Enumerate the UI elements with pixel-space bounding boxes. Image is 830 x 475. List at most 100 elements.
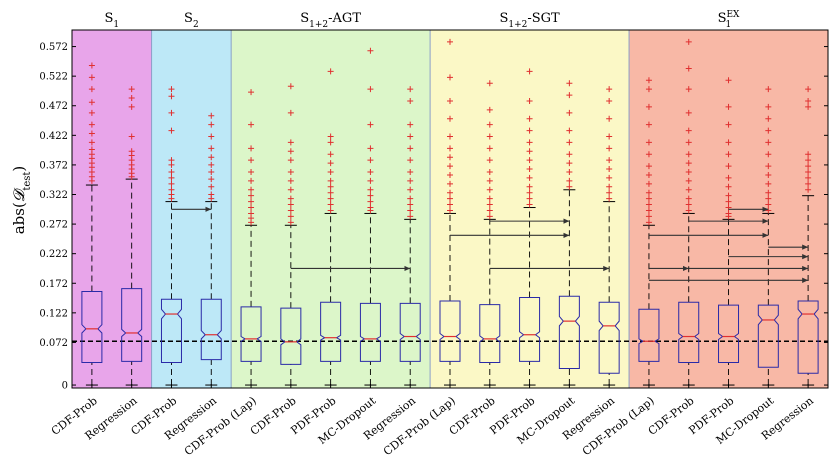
outlier: [685, 109, 692, 116]
outlier: [208, 145, 215, 152]
outlier: [805, 169, 812, 176]
outlier: [327, 151, 334, 158]
outlier: [645, 207, 652, 214]
outlier: [208, 133, 215, 140]
outlier: [407, 98, 414, 105]
outlier: [526, 201, 533, 208]
outlier: [447, 38, 453, 45]
box: [757, 304, 779, 368]
outlier: [447, 98, 453, 105]
outlier: [526, 127, 533, 134]
outlier: [765, 189, 772, 196]
outlier: [486, 201, 493, 208]
outlier: [128, 133, 135, 140]
outlier: [287, 83, 294, 90]
x-tick-label: CDF-Prob (Lap): [381, 394, 458, 458]
outlier: [327, 68, 334, 75]
outlier: [88, 74, 95, 81]
y-tick-label: 0.222: [39, 249, 68, 260]
outlier: [367, 198, 374, 205]
outlier: [447, 201, 453, 208]
group-title: SEX 1: [718, 10, 740, 30]
group-title: S2: [184, 11, 199, 30]
outlier: [685, 195, 692, 202]
outlier: [566, 183, 573, 190]
outlier: [725, 151, 732, 158]
outlier: [287, 139, 294, 146]
box: [439, 300, 461, 362]
outlier: [725, 121, 732, 128]
outlier: [805, 174, 812, 181]
outlier: [88, 62, 95, 69]
outlier: [725, 210, 732, 217]
box: [479, 304, 501, 364]
outlier: [486, 80, 493, 87]
outlier: [645, 195, 652, 202]
outlier: [645, 171, 652, 178]
outlier: [248, 89, 255, 96]
outlier: [526, 148, 533, 155]
outlier: [526, 157, 533, 164]
outlier: [327, 169, 334, 176]
outlier: [526, 115, 533, 122]
outlier: [447, 180, 453, 187]
outlier: [685, 201, 692, 208]
outlier: [765, 163, 772, 170]
outlier: [407, 121, 414, 128]
outlier: [526, 183, 533, 190]
outlier: [88, 99, 95, 106]
outlier: [407, 157, 414, 164]
outlier: [248, 210, 255, 217]
y-tick-label: 0.522: [39, 72, 68, 83]
outlier: [88, 139, 95, 146]
outlier: [208, 191, 215, 198]
box: [160, 298, 182, 364]
outlier: [606, 115, 613, 122]
outlier: [606, 195, 613, 202]
box: [320, 301, 342, 362]
outlier: [367, 192, 374, 199]
outlier: [645, 219, 652, 226]
outlier: [447, 171, 453, 178]
outlier: [566, 139, 573, 146]
outlier: [765, 180, 772, 187]
outlier: [765, 171, 772, 178]
outlier: [486, 157, 493, 164]
box: [359, 302, 381, 362]
outlier: [486, 207, 493, 214]
outlier: [645, 121, 652, 128]
y-tick-label: 0.422: [39, 131, 68, 142]
outlier: [725, 192, 732, 199]
outlier: [526, 174, 533, 181]
outlier: [208, 169, 215, 176]
outlier: [606, 98, 613, 105]
outlier: [645, 151, 652, 158]
outlier: [88, 109, 95, 116]
outlier: [725, 103, 732, 110]
outlier: [645, 86, 652, 93]
outlier: [208, 121, 215, 128]
outlier: [248, 121, 255, 128]
outlier: [725, 204, 732, 211]
box: [121, 288, 143, 362]
outlier: [526, 98, 533, 105]
outlier: [566, 169, 573, 176]
box: [519, 296, 541, 362]
outlier: [447, 195, 453, 202]
box: [638, 308, 660, 362]
outlier: [327, 183, 334, 190]
outlier: [606, 189, 613, 196]
outlier: [486, 133, 493, 140]
outlier: [168, 157, 175, 164]
outlier: [765, 127, 772, 134]
outlier: [168, 93, 175, 100]
outlier: [367, 86, 374, 93]
box: [280, 307, 302, 365]
group-title: S1+2-SGT: [499, 11, 560, 30]
outlier: [486, 169, 493, 176]
outlier: [447, 115, 453, 122]
outlier: [606, 86, 613, 93]
outlier: [208, 112, 215, 119]
outlier: [805, 157, 812, 164]
